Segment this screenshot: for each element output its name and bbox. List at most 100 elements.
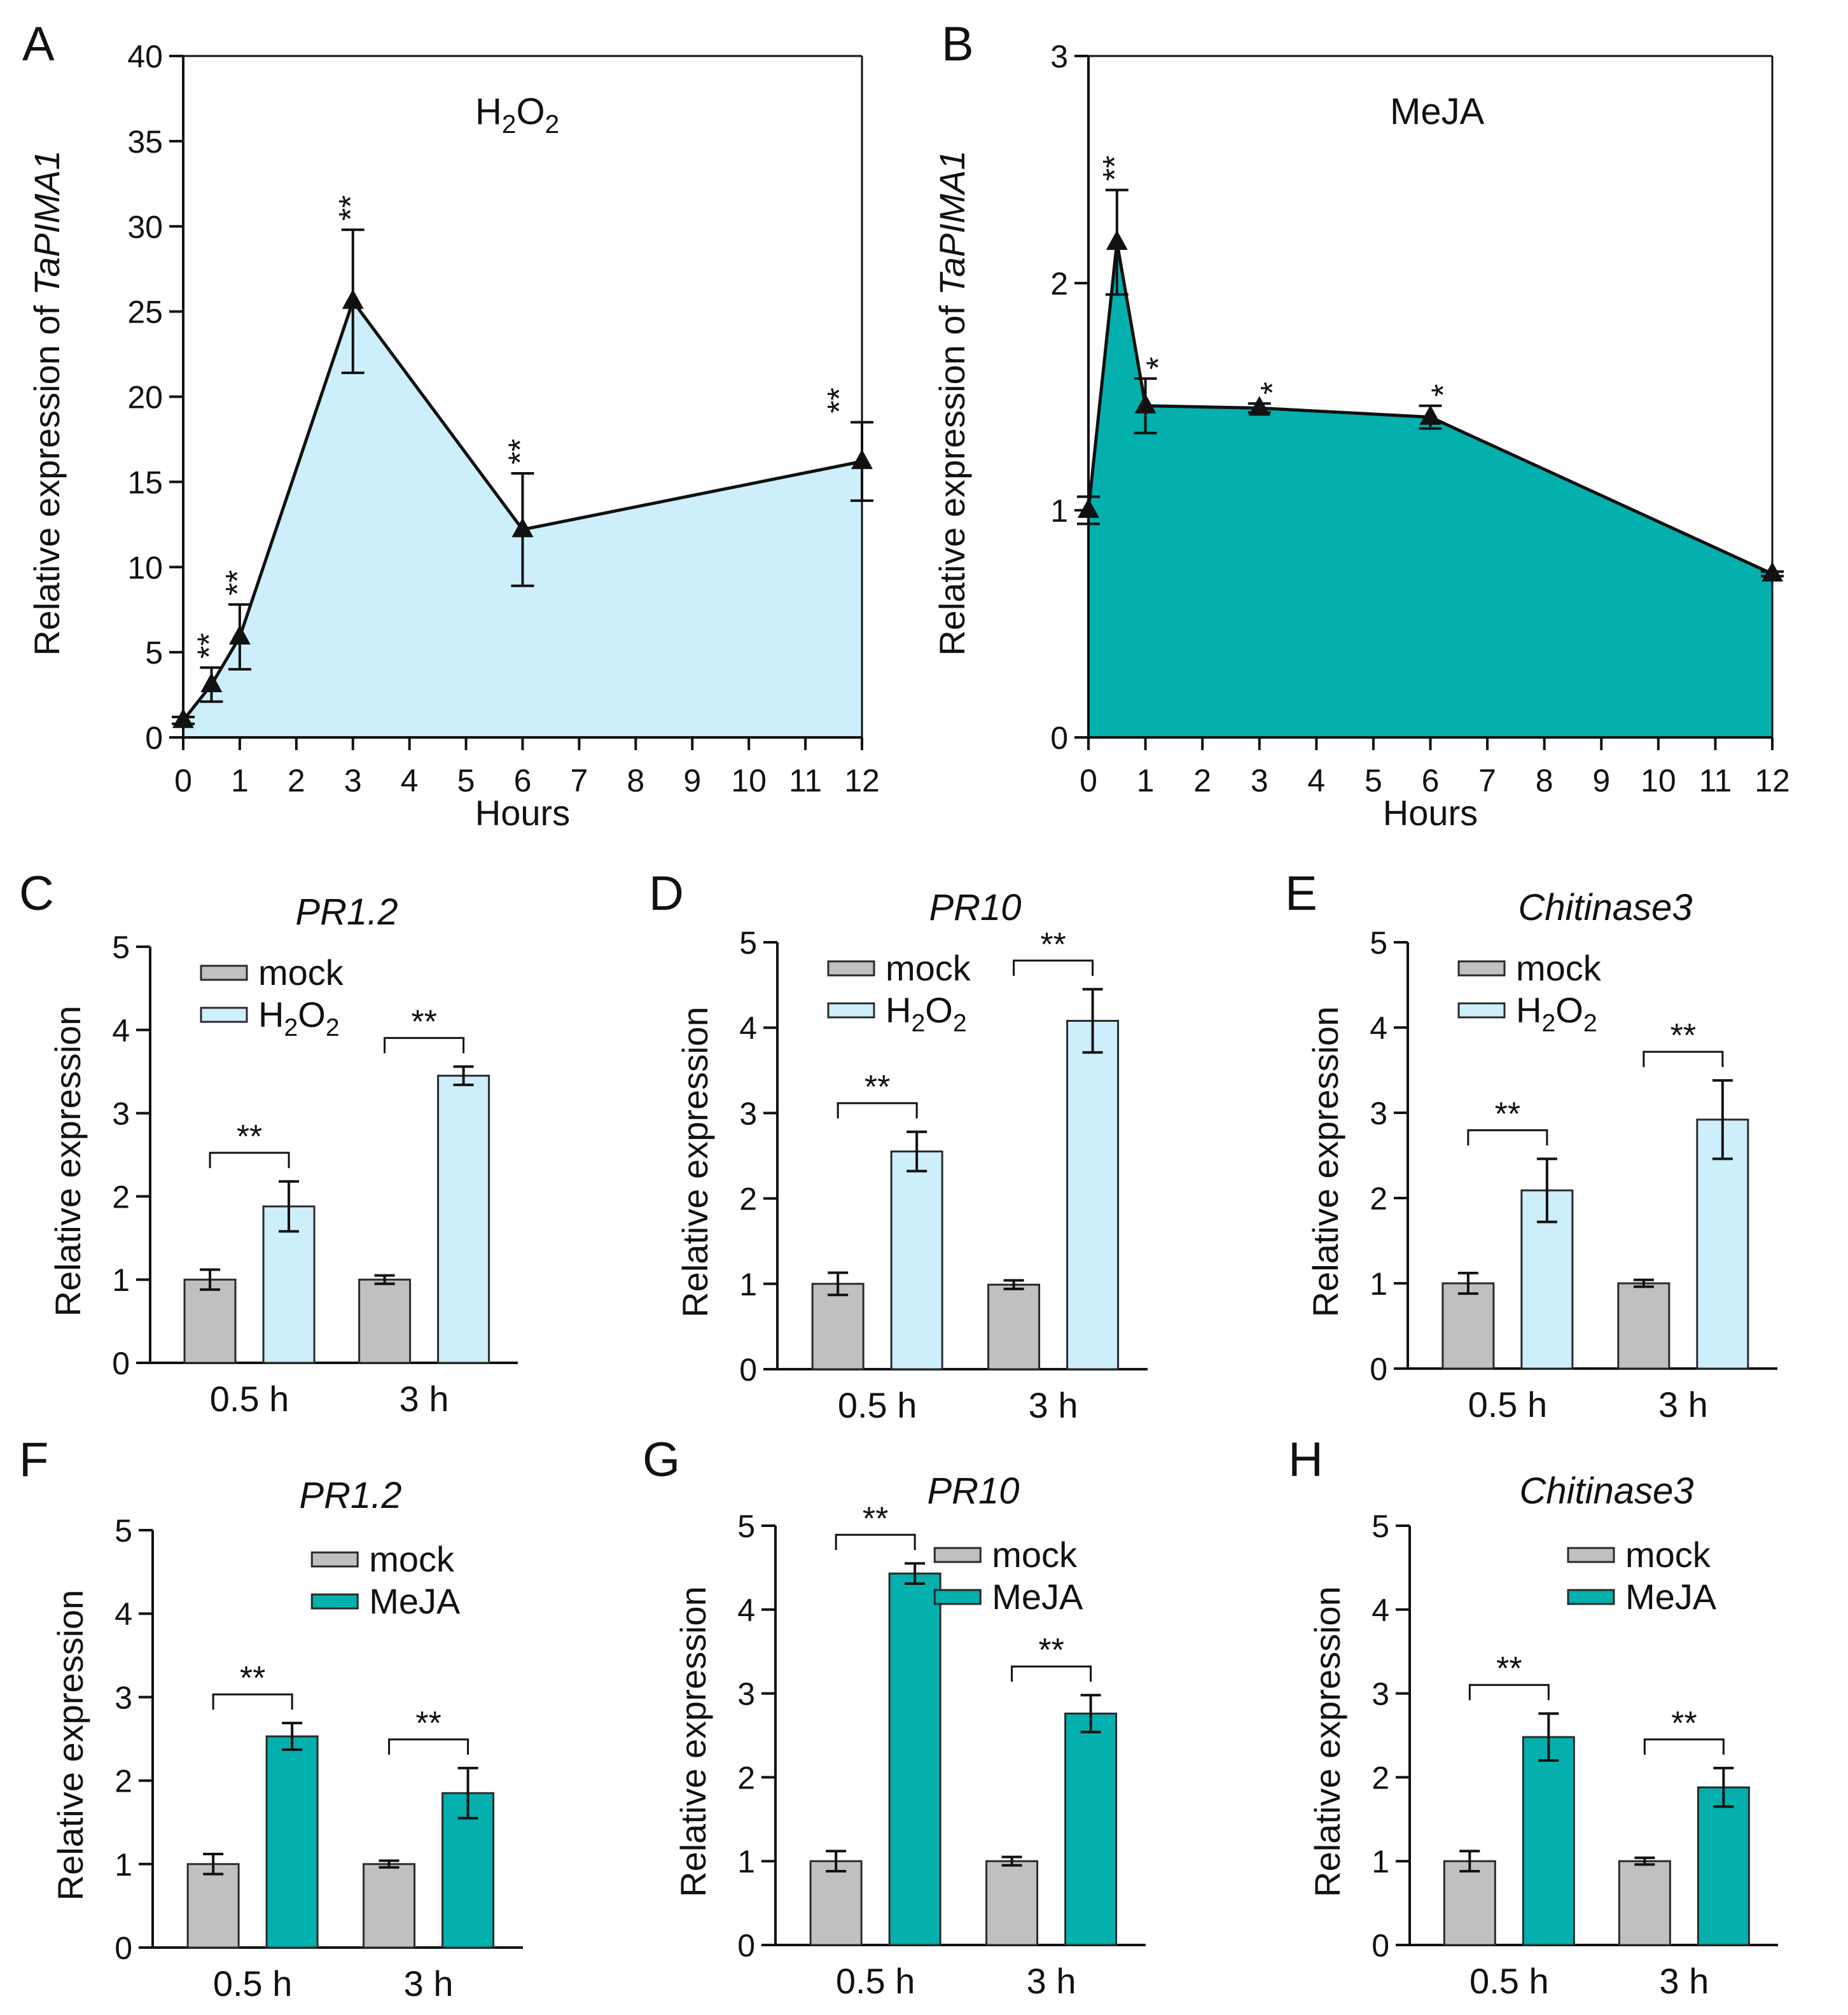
y-tick-label: 3 <box>737 1677 755 1712</box>
x-tick-label: 4 <box>1307 763 1325 798</box>
y-axis-title: Relative expression <box>48 1006 88 1317</box>
subscript: 2 <box>911 1010 925 1037</box>
significance-label: ** <box>240 1660 265 1697</box>
x-tick-label: 2 <box>288 763 305 798</box>
text-run: O <box>1555 990 1583 1030</box>
bar <box>1618 1860 1671 1946</box>
y-tick-label: 4 <box>112 1013 130 1049</box>
y-tick-label: 15 <box>127 464 163 500</box>
x-tick-label: 7 <box>571 763 588 798</box>
legend-swatch <box>200 1007 248 1023</box>
y-tick-label: 5 <box>115 1513 132 1549</box>
x-tick-label: 5 <box>457 763 475 798</box>
legend-label: mock <box>1625 1535 1711 1575</box>
bar <box>358 1278 412 1364</box>
panel-label: F <box>19 1433 48 1487</box>
significance-label: * <box>1426 384 1462 397</box>
chart-title: Chitinase3 <box>1519 1470 1693 1512</box>
bar <box>1064 1712 1118 1946</box>
bar <box>1066 1019 1120 1370</box>
x-tick-label: 6 <box>514 763 532 798</box>
significance-label: ** <box>191 633 228 659</box>
y-tick-label: 40 <box>127 39 163 74</box>
y-axis-title: Relative expression <box>50 1590 90 1901</box>
panel-label: D <box>649 867 684 921</box>
significance-label: ** <box>333 195 370 221</box>
y-axis-title-gene: TaPIMA1 <box>27 150 67 295</box>
significance-bracket <box>384 1036 465 1054</box>
y-tick-label: 0 <box>145 720 163 756</box>
y-axis-title-text: Relative expression of <box>27 295 67 656</box>
y-tick-label: 25 <box>127 295 163 330</box>
y-tick-label: 3 <box>112 1096 130 1132</box>
data-point <box>511 517 534 538</box>
significance-label: ** <box>1496 1650 1522 1687</box>
x-tick-label: 6 <box>1422 763 1440 798</box>
panel-label: E <box>1285 867 1317 921</box>
data-point <box>200 672 223 692</box>
x-tick-label: 12 <box>844 763 880 798</box>
y-tick-label: 4 <box>1370 1010 1387 1046</box>
x-category-label: 0.5 h <box>1469 1961 1549 2001</box>
x-tick-label: 0 <box>174 763 192 798</box>
y-tick-label: 2 <box>112 1179 130 1215</box>
y-tick-label: 5 <box>145 635 163 671</box>
y-axis-title: Relative expression of TaPIMA1 <box>27 150 67 656</box>
x-tick-label: 12 <box>1754 763 1790 798</box>
x-tick-label: 3 <box>1251 763 1268 798</box>
legend-label: mock <box>258 952 344 993</box>
x-tick-label: 1 <box>231 763 249 798</box>
significance-bracket <box>1643 1738 1725 1755</box>
significance-label: ** <box>1038 1632 1064 1669</box>
y-tick-label: 5 <box>1370 925 1387 961</box>
y-tick-label: 0 <box>112 1346 130 1381</box>
x-tick-label: 3 <box>344 763 362 798</box>
y-tick-label: 0 <box>115 1930 132 1966</box>
significance-bracket <box>1011 1665 1092 1682</box>
legend-label: mock <box>1516 948 1602 988</box>
significance-bracket <box>837 1102 918 1119</box>
y-tick-label: 2 <box>739 1182 757 1217</box>
bar <box>888 1572 941 1946</box>
bar <box>811 1283 865 1370</box>
legend-label: mock <box>369 1539 455 1579</box>
y-tick-label: 1 <box>1370 1266 1387 1302</box>
legend-label: H2O2 <box>258 994 340 1042</box>
subscript: 2 <box>953 1010 967 1037</box>
x-tick-label: 11 <box>789 763 822 798</box>
chart-title: H2O2 <box>475 91 559 139</box>
legend-label: MeJA <box>992 1577 1083 1617</box>
panel-label: A <box>22 17 55 71</box>
panel-label: B <box>941 17 974 71</box>
bar <box>265 1735 319 1949</box>
y-tick-label: 0 <box>1372 1928 1389 1963</box>
y-tick-label: 4 <box>115 1596 132 1632</box>
y-axis-title: Relative expression of TaPIMA1 <box>932 150 972 656</box>
y-tick-label: 3 <box>1370 1096 1387 1131</box>
x-category-label: 0.5 h <box>836 1961 915 2001</box>
x-category-label: 3 h <box>399 1379 449 1419</box>
x-tick-label: 11 <box>1699 763 1732 798</box>
panel-H: H 0 1 2 3 4 5 ** 0.5 h ** 3 h Chitinase3 Relative ex… <box>1288 1433 1778 2001</box>
bar <box>985 1860 1039 1946</box>
significance-label: ** <box>237 1119 262 1155</box>
x-tick-label: 10 <box>1641 763 1676 798</box>
panel-G: G 0 1 2 3 4 5 ** 0.5 h ** 3 h PR10 Relative expressi… <box>643 1433 1146 2001</box>
y-tick-label: 1 <box>739 1267 757 1302</box>
significance-bracket <box>835 1533 916 1551</box>
legend-swatch <box>827 1002 875 1019</box>
y-tick-label: 0 <box>737 1928 755 1963</box>
legend-swatch <box>200 965 248 981</box>
y-tick-label: 3 <box>1372 1677 1389 1712</box>
y-tick-label: 2 <box>1372 1760 1389 1795</box>
y-tick-label: 2 <box>115 1764 132 1799</box>
data-point <box>1106 230 1128 250</box>
subscript: 2 <box>545 109 560 139</box>
text-run: H <box>886 990 911 1030</box>
text-run: O <box>925 990 953 1030</box>
legend-label: MeJA <box>1625 1577 1717 1617</box>
x-tick-label: 1 <box>1137 763 1155 798</box>
x-tick-label: 8 <box>627 763 644 798</box>
subscript: 2 <box>326 1014 340 1042</box>
